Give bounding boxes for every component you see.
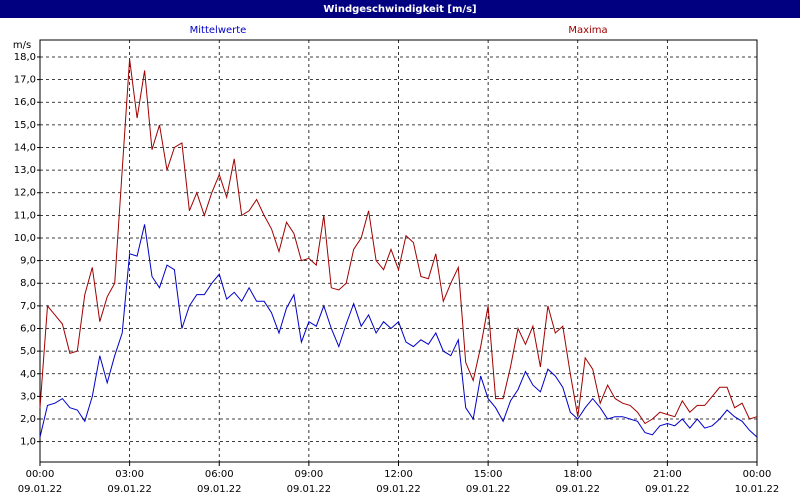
- chart-title: Windgeschwindigkeit [m/s]: [323, 4, 476, 15]
- series-line: [39, 59, 758, 425]
- y-tick-label: 12,0: [14, 188, 36, 199]
- x-tick-label: 09:00: [294, 469, 323, 480]
- y-tick-label: 17,0: [14, 75, 36, 86]
- y-tick-label: 15,0: [14, 120, 36, 131]
- x-tick-label: 03:00: [115, 469, 144, 480]
- legend-entry: Maxima: [568, 25, 607, 36]
- y-tick-label: 2,0: [20, 414, 36, 425]
- plot-frame: [39, 39, 758, 463]
- legend-entry: Mittelwerte: [190, 25, 247, 36]
- x-tick-label: 21:00: [653, 469, 682, 480]
- y-tick-label: 10,0: [14, 233, 36, 244]
- series-line: [39, 224, 758, 438]
- y-tick-label: 4,0: [20, 369, 36, 380]
- x-tick-label: 12:00: [384, 469, 413, 480]
- x-tick-label: 09.01.22: [18, 484, 63, 495]
- x-tick-label: 09.01.22: [197, 484, 242, 495]
- x-tick-label: 09.01.22: [107, 484, 152, 495]
- y-tick-label: 9,0: [20, 256, 36, 267]
- y-tick-label: 3,0: [20, 391, 36, 402]
- y-tick-label: 5,0: [20, 346, 36, 357]
- x-tick-label: 18:00: [563, 469, 592, 480]
- x-tick-label: 00:00: [743, 469, 772, 480]
- x-tick-label: 09.01.22: [287, 484, 332, 495]
- y-tick-label: 8,0: [20, 278, 36, 289]
- title-bar: [0, 0, 800, 18]
- x-tick-label: 09.01.22: [555, 484, 600, 495]
- x-tick-label: 09.01.22: [466, 484, 511, 495]
- y-tick-label: 1,0: [20, 437, 36, 448]
- y-tick-label: 7,0: [20, 301, 36, 312]
- x-tick-label: 00:00: [26, 469, 55, 480]
- x-tick-label: 10.01.22: [735, 484, 780, 495]
- y-tick-label: 16,0: [14, 97, 36, 108]
- y-tick-label: 6,0: [20, 323, 36, 334]
- y-tick-label: 14,0: [14, 142, 36, 153]
- y-unit-label: m/s: [13, 40, 31, 51]
- x-tick-label: 09.01.22: [376, 484, 421, 495]
- x-tick-label: 09.01.22: [645, 484, 690, 495]
- x-tick-label: 15:00: [474, 469, 503, 480]
- y-tick-label: 13,0: [14, 165, 36, 176]
- x-tick-label: 06:00: [205, 469, 234, 480]
- y-tick-label: 11,0: [14, 210, 36, 221]
- y-tick-label: 18,0: [14, 52, 36, 63]
